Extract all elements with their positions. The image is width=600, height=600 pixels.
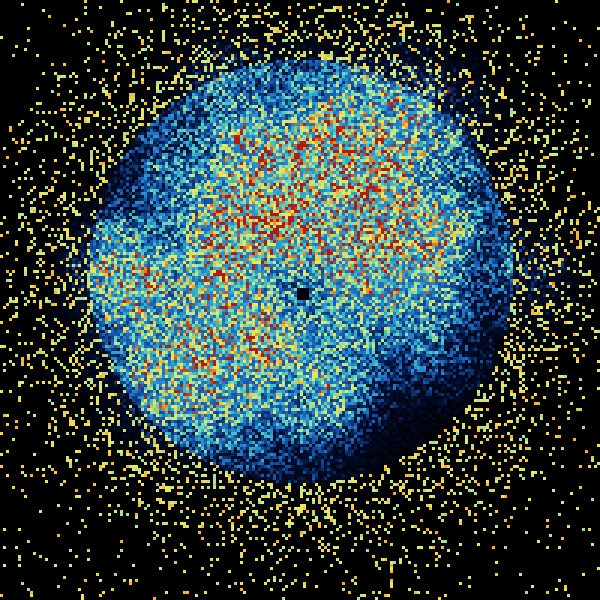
false-color-sky-map: [0, 0, 600, 600]
image-viewport: False-color intensity map Noisy radially…: [0, 0, 600, 600]
